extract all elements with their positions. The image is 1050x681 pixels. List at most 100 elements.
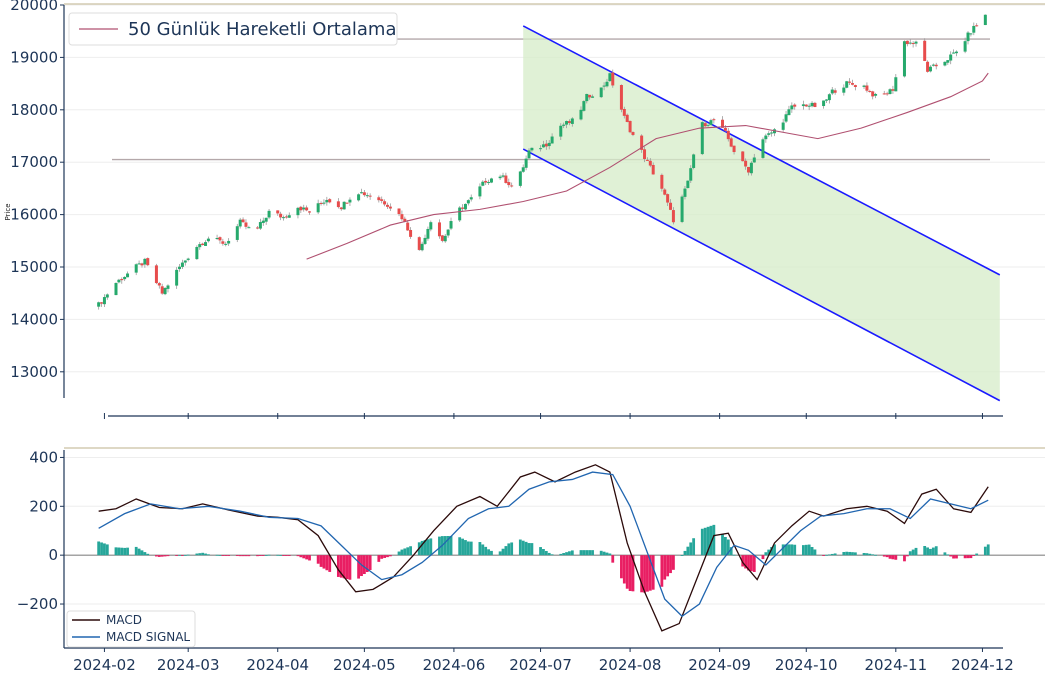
macd-histogram-bar [862,553,866,556]
candle-body [235,226,239,240]
macd-histogram-bar [282,555,285,556]
candle-body [562,124,566,126]
price-ytick-label: 15000 [10,258,58,276]
macd-histogram-bar [732,554,736,556]
macd-histogram-bar [585,550,589,556]
candle-body [140,263,144,266]
candle-body [279,213,283,218]
macd-histogram-bar [267,554,271,556]
macd-histogram-bar [325,555,329,571]
macd-histogram-bar [700,528,704,556]
candle-body [307,211,311,213]
macd-histogram-bar [336,555,340,577]
candle-body [100,302,104,304]
candle-body [201,243,205,245]
macd-histogram-bar [724,536,727,556]
candle-body [871,91,875,97]
candle-body [446,229,450,236]
xtick-label: 2024-12 [951,656,1014,674]
candle-body [143,258,147,265]
macd-histogram-bar [952,555,955,559]
macd-histogram-bar [198,553,202,556]
macd-histogram-bar [380,555,384,559]
macd-histogram-bar [140,550,144,556]
macd-histogram-bar [929,548,932,556]
candle-body [186,258,190,260]
macd-histogram-bar [894,555,898,560]
macd-histogram-bar [931,547,935,556]
candle-body [686,180,690,189]
candle-body [801,104,805,107]
macd-histogram-bar [276,554,280,556]
candle-body [741,151,745,162]
candle-body [894,77,898,92]
candle-body [744,160,748,167]
macd-histogram-bar [885,555,889,558]
macd-histogram-bar [565,552,568,556]
macd-histogram-bar [137,548,141,556]
macd-histogram-bar [611,555,615,563]
candle-body [827,94,831,101]
macd-histogram-bar [729,547,733,556]
macd-histogram-bar [949,555,953,557]
macd-histogram-bar [562,553,566,556]
candle-body [241,219,245,223]
candle-body [409,229,413,237]
macd-line [98,464,989,632]
candle-body [282,217,286,219]
macd-histogram-bar [752,555,756,572]
macd-histogram-bar [484,546,488,556]
macd-histogram-bar [669,555,672,574]
macd-histogram-bar [143,552,147,556]
xtick-label: 2024-07 [509,656,572,674]
candle-body [611,72,615,86]
candle-body [559,125,563,137]
candle-body [845,81,849,88]
macd-histogram-bar [443,536,447,556]
macd-histogram-bar [498,551,502,556]
candle-body [640,135,644,150]
candle-body [461,207,465,209]
candle-body [926,61,930,72]
macd-signal-legend-label: MACD SIGNAL [106,630,190,644]
macd-histogram-bar [848,551,851,556]
macd-histogram-bar [790,544,794,556]
candle-body [102,297,106,305]
macd-histogram-bar [865,553,869,556]
macd-histogram-bar [793,544,797,556]
macd-histogram-bar [550,554,554,556]
macd-histogram-bar [591,550,594,556]
macd-histogram-bar [438,536,441,556]
macd-histogram-bar [166,555,170,557]
candle-body [729,138,733,147]
candle-body [160,286,164,294]
candle-body [723,127,727,131]
candle-body [504,175,508,183]
macd-histogram-bar [628,555,632,591]
macd-histogram-bar [683,550,687,556]
macd-histogram-bar [761,555,765,560]
candle-body [463,203,467,210]
macd-histogram-bar [570,550,574,556]
candle-body [680,196,684,222]
macd-histogram-bar [689,542,693,556]
macd-histogram-bar [599,550,603,556]
candle-body [481,181,485,186]
candle-body [221,241,225,244]
price-ytick-label: 17000 [10,153,58,171]
candle-body [709,120,713,125]
macd-histogram-bar [469,541,473,556]
candle-body [848,81,852,83]
candle-body [588,94,592,98]
candle-body [163,288,167,295]
price-ytick-label: 18000 [10,101,58,119]
candle-body [449,221,453,229]
candle-body [790,105,794,110]
candle-body [882,93,886,95]
macd-histogram-bar [305,555,309,560]
candle-body [539,148,543,150]
macd-histogram-bar [605,552,609,556]
macd-histogram-bar [247,555,251,557]
candle-body [206,238,210,242]
